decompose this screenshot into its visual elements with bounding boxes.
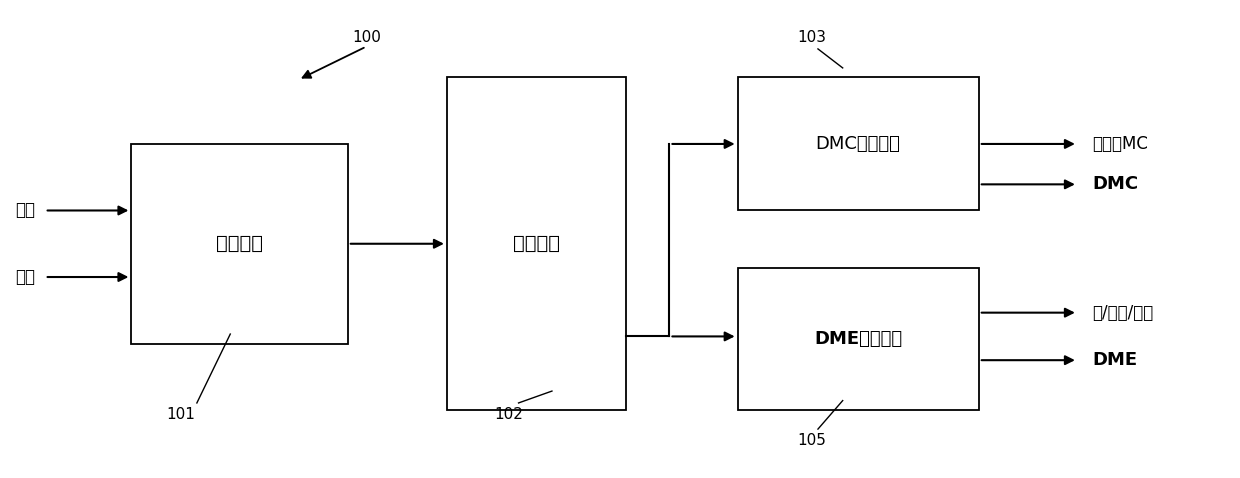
Text: 反应装置: 反应装置 <box>216 234 263 253</box>
Bar <box>446 77 626 410</box>
Text: 甲醇和MC: 甲醇和MC <box>1092 135 1148 153</box>
Text: 103: 103 <box>797 30 826 44</box>
Bar <box>131 144 347 344</box>
Text: DME分离装置: DME分离装置 <box>815 330 903 348</box>
Text: 101: 101 <box>166 407 195 423</box>
Text: 甲醇: 甲醇 <box>15 268 35 286</box>
Text: DMC: DMC <box>1092 175 1138 193</box>
Text: 100: 100 <box>352 30 381 44</box>
Text: DMC分离装置: DMC分离装置 <box>816 135 900 153</box>
Bar <box>738 268 978 410</box>
Text: 102: 102 <box>495 407 523 423</box>
Text: 尿素: 尿素 <box>15 202 35 219</box>
Text: 分离装置: 分离装置 <box>513 234 560 253</box>
Bar <box>738 77 978 210</box>
Text: 105: 105 <box>797 434 826 448</box>
Text: DME: DME <box>1092 351 1138 369</box>
Text: 氨/甲铵/氨水: 氨/甲铵/氨水 <box>1092 304 1154 322</box>
